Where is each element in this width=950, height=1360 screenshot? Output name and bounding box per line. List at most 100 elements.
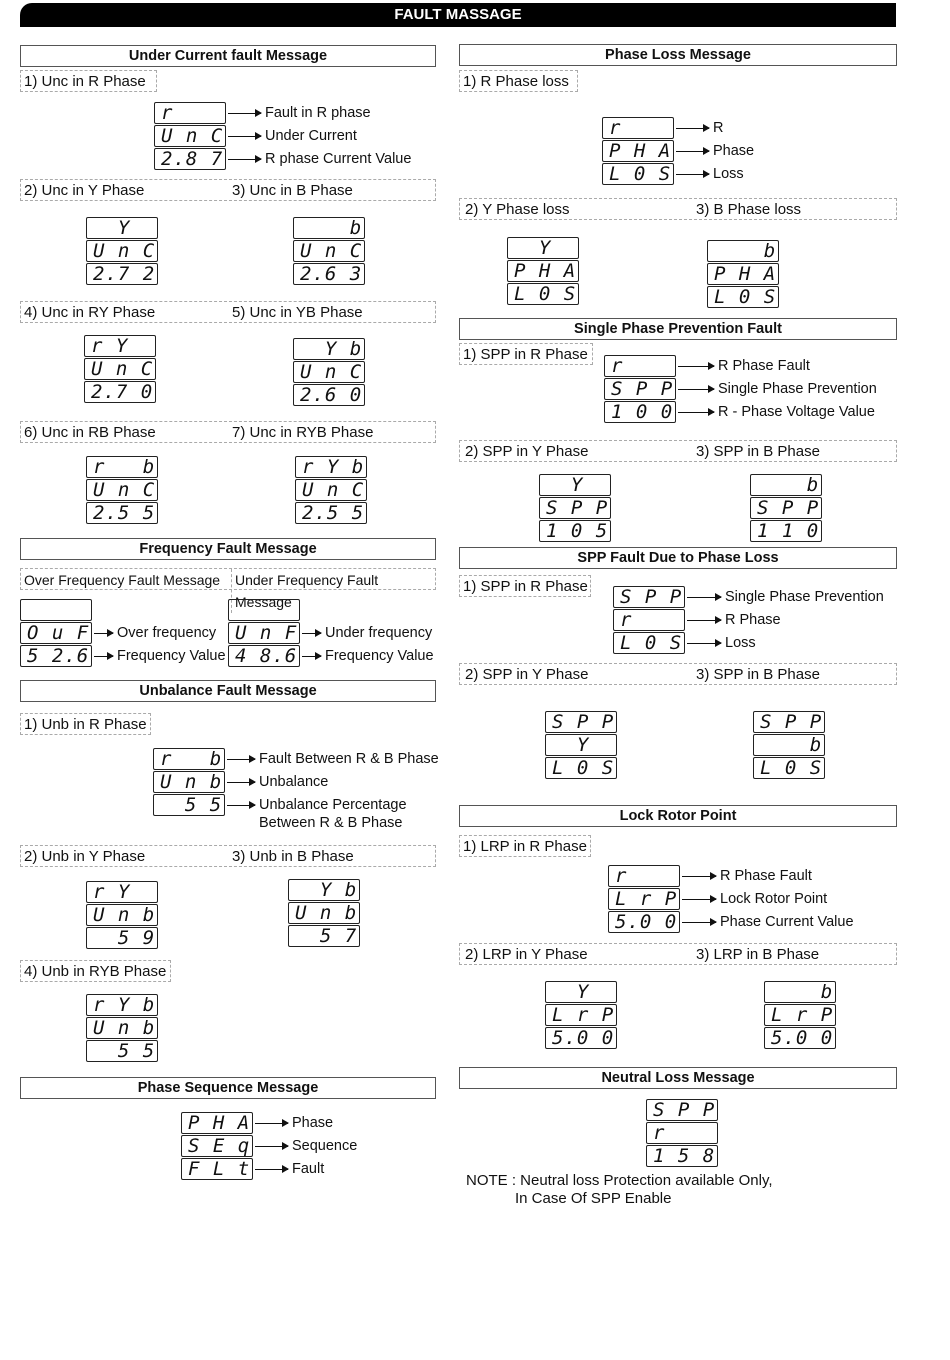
lcd-display-row: 1 1 0 bbox=[750, 520, 822, 542]
display-annotation: Sequence bbox=[292, 1138, 358, 1154]
subheading-text: 1) LRP in R Phase bbox=[463, 838, 587, 855]
arrow-icon bbox=[227, 755, 256, 763]
arrow-icon bbox=[227, 801, 256, 809]
lcd-display-row: 1 0 5 bbox=[539, 520, 611, 542]
lcd-display-row: S P P bbox=[753, 711, 825, 733]
lcd-display-row: r bbox=[646, 1122, 718, 1144]
arrow-icon bbox=[678, 385, 715, 393]
subheading-text: 3) LRP in B Phase bbox=[696, 946, 820, 963]
arrow-icon bbox=[687, 593, 722, 601]
arrow-icon bbox=[687, 616, 722, 624]
subheading-text: 2) LRP in Y Phase bbox=[465, 946, 588, 963]
subheading-row: 2) Unb in Y Phase 3) Unb in B Phase bbox=[20, 845, 436, 867]
subheading-text: Under Frequency Fault Message bbox=[231, 569, 435, 613]
lcd-display-row: L r P bbox=[608, 888, 680, 910]
lcd-display-row: U n C bbox=[86, 240, 158, 262]
lcd-display-row: L 0 S bbox=[613, 632, 685, 654]
arrow-icon bbox=[302, 629, 322, 637]
subheading: 1) LRP in R Phase bbox=[459, 835, 591, 857]
arrow-icon bbox=[228, 132, 262, 140]
subheading: 1) R Phase loss bbox=[459, 70, 578, 92]
display-annotation: Phase bbox=[292, 1115, 334, 1131]
lcd-display-row: Y b bbox=[293, 338, 365, 360]
lcd-display-row: b bbox=[753, 734, 825, 756]
lcd-display-row: 2.5 5 bbox=[295, 502, 367, 524]
note-line: In Case Of SPP Enable bbox=[515, 1190, 672, 1207]
lcd-display-row: U n C bbox=[84, 358, 156, 380]
lcd-display-row: Y bbox=[545, 734, 617, 756]
lcd-display-row: 5.0 0 bbox=[545, 1027, 617, 1049]
lcd-display-row: r Y bbox=[84, 335, 156, 357]
arrow-icon bbox=[255, 1165, 289, 1173]
arrow-icon bbox=[302, 652, 322, 660]
subheading-text: 4) Unc in RY Phase bbox=[24, 304, 156, 321]
lcd-display-row: 2.6 0 bbox=[293, 384, 365, 406]
subheading-text: 2) Unc in Y Phase bbox=[24, 182, 145, 199]
subheading-text: 1) SPP in R Phase bbox=[463, 346, 588, 363]
note-line: NOTE : Neutral loss Protection available… bbox=[466, 1172, 773, 1189]
subheading-text: Over Frequency Fault Message bbox=[24, 572, 221, 588]
display-annotation: Unbalance bbox=[259, 774, 329, 790]
subheading-row: Over Frequency Fault Message Under Freque… bbox=[20, 568, 436, 613]
lcd-display-row: 1 0 0 bbox=[604, 401, 676, 423]
lcd-display-row: S P P bbox=[646, 1099, 718, 1121]
subheading-text: 1) Unb in R Phase bbox=[24, 716, 147, 733]
lcd-display-row: L r P bbox=[764, 1004, 836, 1026]
subheading: 1) SPP in R Phase bbox=[459, 575, 591, 597]
lcd-display-row: L 0 S bbox=[507, 283, 579, 305]
subheading-text: 2) SPP in Y Phase bbox=[465, 666, 589, 683]
lcd-display-row: 5 2.6 bbox=[20, 645, 92, 667]
arrow-icon bbox=[676, 170, 710, 178]
display-annotation: R phase Current Value bbox=[265, 151, 412, 167]
subheading: 4) Unb in RYB Phase bbox=[20, 960, 171, 982]
display-annotation: Under frequency bbox=[325, 625, 433, 641]
lcd-display-row: r Y bbox=[86, 881, 158, 903]
lcd-display-row bbox=[228, 599, 300, 621]
arrow-icon bbox=[228, 109, 262, 117]
subheading-row: 2) Y Phase loss 3) B Phase loss bbox=[459, 198, 897, 220]
lcd-display-row: Y bbox=[545, 981, 617, 1003]
lcd-display-row: S P P bbox=[750, 497, 822, 519]
arrow-icon bbox=[676, 124, 710, 132]
arrow-icon bbox=[676, 147, 710, 155]
section-title-phase-loss: Phase Loss Message bbox=[459, 44, 897, 66]
subheading-text: 3) Unc in B Phase bbox=[232, 182, 353, 199]
display-annotation: Under Current bbox=[265, 128, 357, 144]
section-title-phase-sequence: Phase Sequence Message bbox=[20, 1077, 436, 1099]
lcd-display-row: U n C bbox=[293, 240, 365, 262]
arrow-icon bbox=[94, 629, 114, 637]
subheading-text: 1) SPP in R Phase bbox=[463, 578, 588, 595]
lcd-display-row: b bbox=[764, 981, 836, 1003]
subheading-row: 2) Unc in Y Phase 3) Unc in B Phase bbox=[20, 179, 436, 201]
subheading-text: 2) Unb in Y Phase bbox=[24, 848, 146, 865]
lcd-display-row: 5.0 0 bbox=[608, 911, 680, 933]
lcd-display-row: L 0 S bbox=[707, 286, 779, 308]
display-annotation: R Phase bbox=[725, 612, 781, 628]
section-title-spp-phase-loss: SPP Fault Due to Phase Loss bbox=[459, 547, 897, 569]
lcd-display-row: 5 7 bbox=[288, 925, 360, 947]
lcd-display-row: Y bbox=[86, 217, 158, 239]
display-annotation: Fault bbox=[292, 1161, 325, 1177]
subheading-row: 6) Unc in RB Phase 7) Unc in RYB Phase bbox=[20, 421, 436, 443]
lcd-display-row: U n C bbox=[293, 361, 365, 383]
subheading: 1) Unb in R Phase bbox=[20, 713, 151, 735]
lcd-display-row: 5.0 0 bbox=[764, 1027, 836, 1049]
section-title-under-current: Under Current fault Message bbox=[20, 45, 436, 67]
subheading-text: 2) Y Phase loss bbox=[465, 201, 570, 218]
lcd-display-row: S P P bbox=[545, 711, 617, 733]
display-annotation: R Phase Fault bbox=[718, 358, 810, 374]
lcd-display-row: 4 8.6 bbox=[228, 645, 300, 667]
